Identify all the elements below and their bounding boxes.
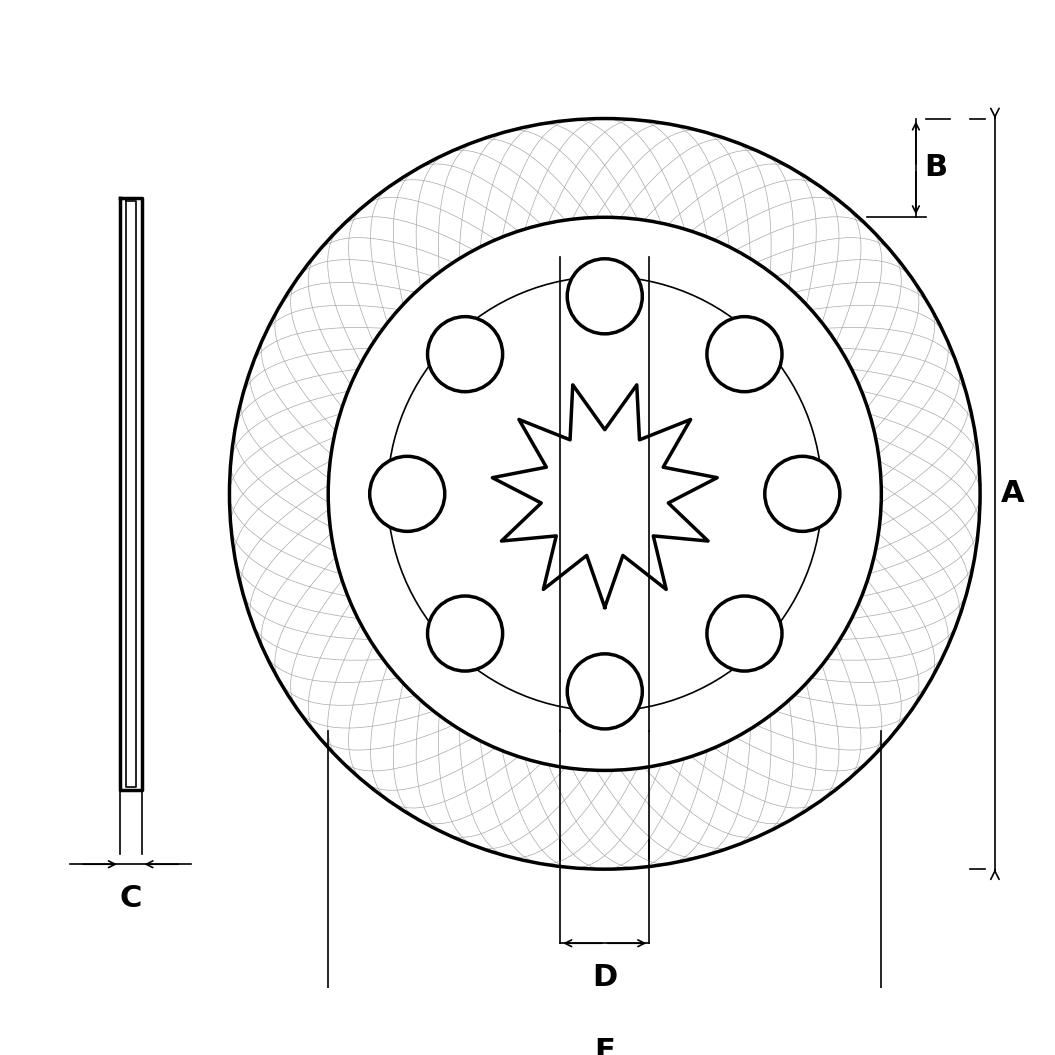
Circle shape: [369, 457, 445, 532]
Circle shape: [707, 596, 782, 671]
Text: E: E: [594, 1037, 615, 1055]
Circle shape: [568, 258, 642, 333]
Circle shape: [427, 596, 502, 671]
Text: A: A: [1001, 479, 1024, 509]
Circle shape: [328, 217, 881, 770]
Circle shape: [707, 316, 782, 391]
Text: B: B: [924, 153, 947, 183]
Circle shape: [765, 457, 840, 532]
Circle shape: [568, 654, 642, 729]
Circle shape: [427, 316, 502, 391]
Text: D: D: [592, 963, 617, 993]
Text: C: C: [119, 884, 141, 914]
